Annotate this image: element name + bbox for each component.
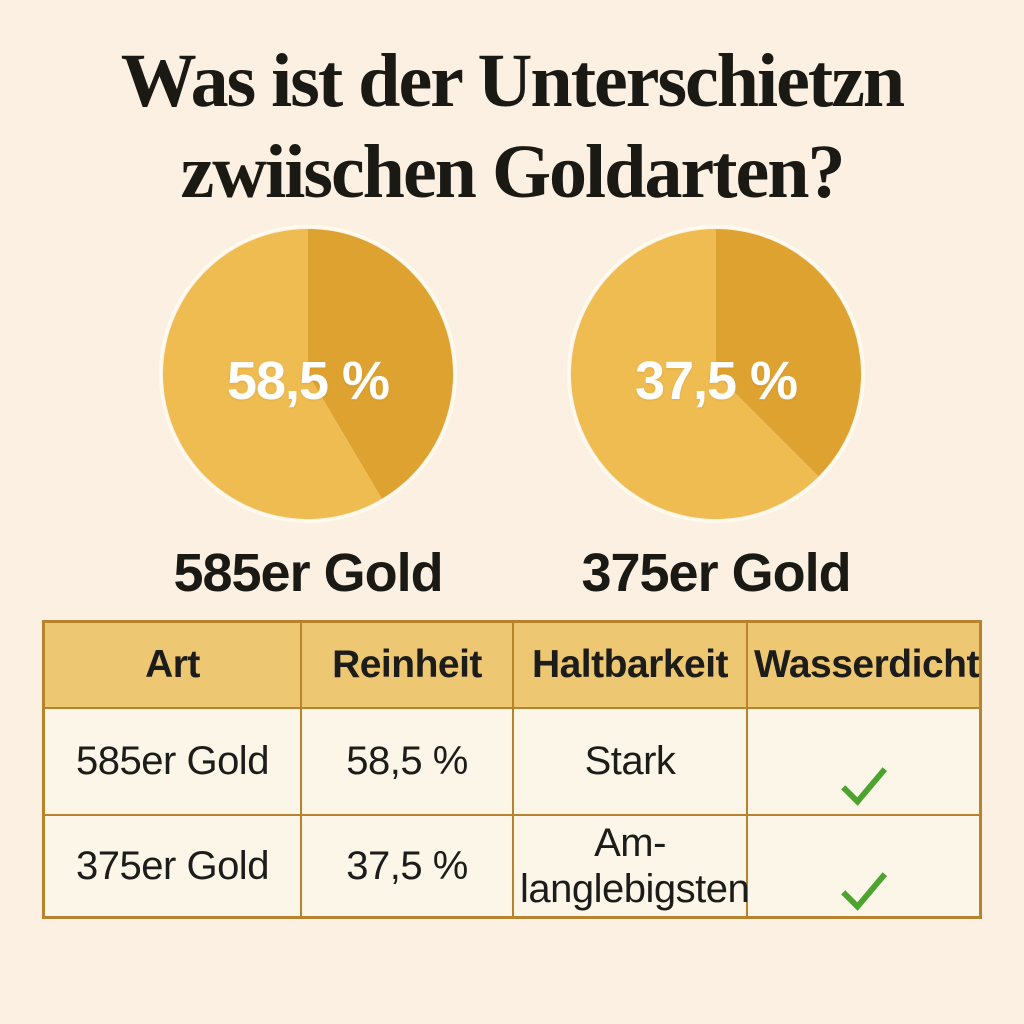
column-header-wasserdicht: Wasserdicht: [746, 620, 982, 709]
pie-chart-585: 58,5 %: [162, 228, 454, 520]
cell-art-585: 585er Gold: [42, 706, 302, 816]
cell-wasserdicht-585: [746, 706, 982, 816]
column-header-haltbarkeit: Haltbarkeit: [512, 620, 748, 709]
pie-figure-375: 37,5 % 375er Gold: [570, 228, 862, 604]
pie-center-value-585: 58,5 %: [226, 351, 390, 411]
page-title: Was ist der Unterschietzn zwiischen Gold…: [0, 0, 1024, 218]
checkmark-icon: [840, 767, 887, 807]
column-header-art: Art: [42, 620, 302, 709]
table-header-row: Art Reinheit Haltbarkeit Wasserdicht: [42, 620, 982, 709]
pie-svg-375: [570, 228, 861, 519]
pie-center-value-375: 37,5 %: [634, 351, 798, 411]
pie-svg-585: [163, 229, 454, 519]
pie-label-375: 375er Gold: [581, 543, 851, 603]
cell-haltbarkeit-375: Am- langlebigsten: [512, 813, 750, 919]
page-title-line-1: Was ist der Unterschietzn: [120, 39, 905, 123]
pie-figure-585: 58,5 % 585er Gold: [162, 228, 454, 604]
column-header-reinheit: Reinheit: [300, 620, 514, 709]
cell-wasserdicht-375: [746, 813, 982, 919]
pie-chart-375: 37,5 %: [570, 228, 862, 520]
pie-label-585: 585er Gold: [173, 543, 443, 603]
cell-art-375: 375er Gold: [42, 813, 302, 919]
cell-reinheit-375: 37,5 %: [300, 813, 514, 919]
gold-comparison-table: Art Reinheit Haltbarkeit Wasserdicht 585…: [42, 620, 982, 919]
table-row-585: 585er Gold 58,5 % Stark: [42, 706, 982, 816]
cell-reinheit-585: 58,5 %: [300, 706, 514, 816]
pie-charts-row: 58,5 % 585er Gold 37,5 % 375er Gold: [0, 228, 1024, 604]
checkmark-icon: [840, 872, 887, 911]
page-title-line-2: zwiischen Goldarten?: [180, 130, 846, 214]
table-row-375: 375er Gold 37,5 % Am- langlebigsten: [42, 813, 982, 919]
cell-haltbarkeit-585: Stark: [512, 706, 748, 816]
